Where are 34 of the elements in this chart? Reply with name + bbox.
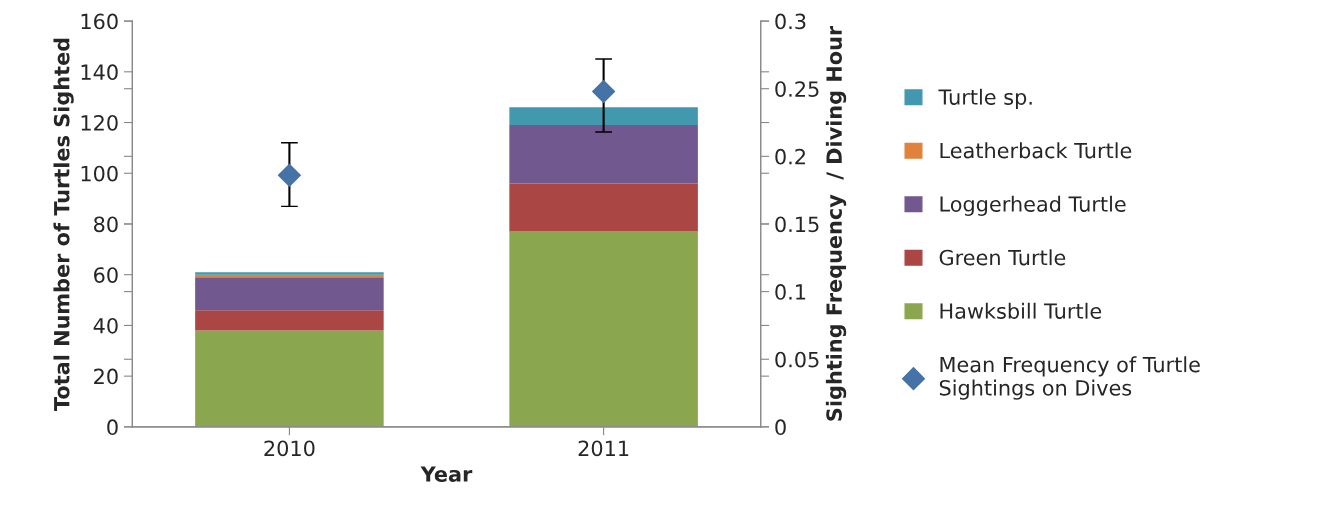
y2-tick-label: 0.3 — [775, 13, 806, 30]
x-axis-title: Year — [420, 466, 473, 482]
y-tick-label: 120 — [81, 114, 118, 131]
y-tick-label: 100 — [81, 165, 118, 182]
bar — [509, 183, 698, 232]
legend-label: Green Turtle — [939, 249, 1066, 266]
y-axis-title: Total Number of Turtles Sighted — [53, 38, 74, 411]
legend-label: Leatherback Turtle — [940, 142, 1132, 159]
y2-tick-label: 0.05 — [775, 351, 819, 368]
x-tick-label: 2010 — [264, 440, 315, 457]
bar — [195, 310, 384, 331]
y-tick-label: 40 — [93, 317, 118, 334]
y2-tick-label: 0.25 — [775, 81, 819, 97]
x-tick-label: 2011 — [578, 440, 629, 457]
legend-label: Hawksbill Turtle — [940, 302, 1102, 319]
y2-tick-label: 0.1 — [775, 284, 806, 300]
bar — [509, 125, 698, 184]
legend-label: Loggerhead Turtle — [940, 195, 1126, 216]
y-tick-label: 20 — [94, 368, 118, 385]
legend-label: Turtle sp. — [938, 88, 1032, 109]
y2-tick-label: 0 — [775, 419, 786, 436]
y-tick-label: 160 — [81, 13, 118, 30]
y2-tick-label: 0.15 — [775, 216, 819, 233]
bar — [195, 277, 384, 311]
bar — [195, 330, 384, 427]
y-tick-label: 140 — [81, 64, 118, 81]
y-tick-label: 0 — [107, 419, 118, 436]
y2-tick-label: 0.2 — [775, 148, 805, 165]
legend-label: Mean Frequency of Turtle Sightings on Dives — [939, 356, 1200, 400]
y-tick-label: 60 — [94, 267, 118, 283]
bar — [509, 107, 698, 126]
y2-axis-title: Sighting Frequency / Diving Hour — [825, 25, 847, 421]
y-tick-label: 80 — [94, 216, 118, 233]
bar — [509, 231, 698, 427]
